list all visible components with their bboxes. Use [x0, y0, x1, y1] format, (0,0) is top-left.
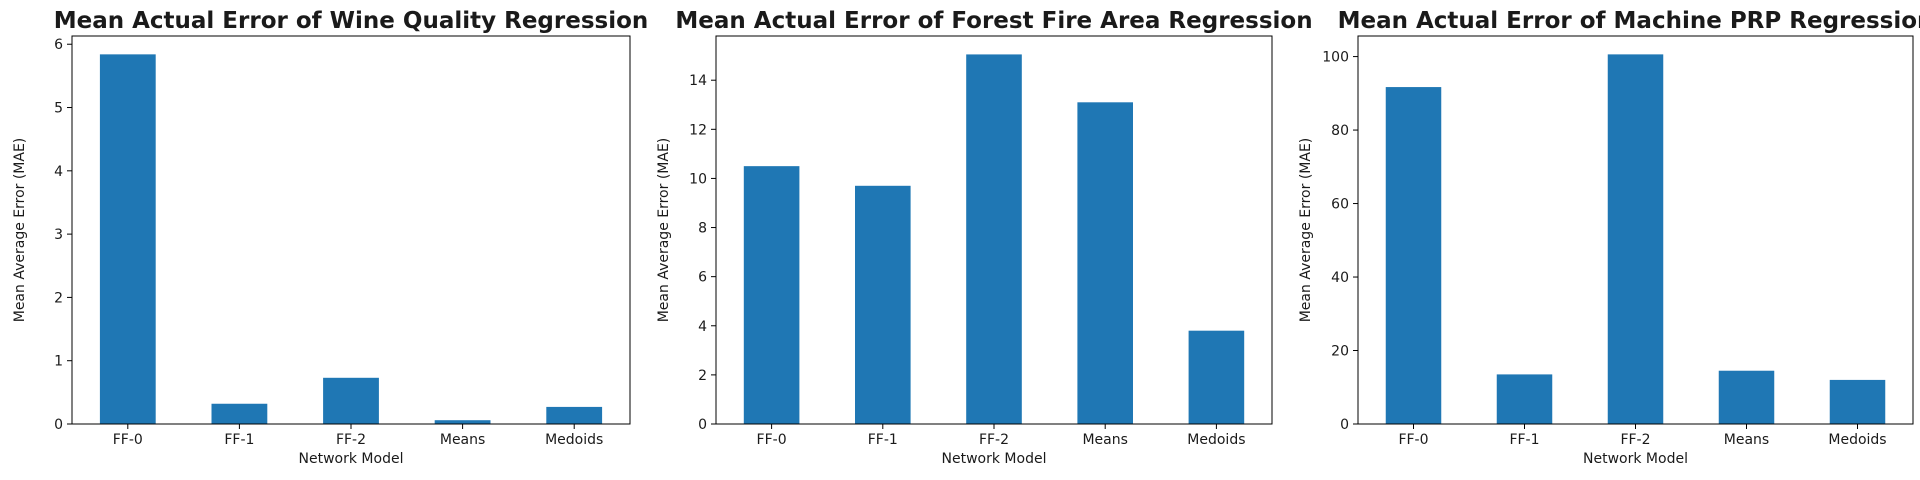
y-tick-label: 100	[1322, 50, 1349, 66]
x-axis-label: Network Model	[299, 451, 404, 467]
bar-ff-1	[855, 185, 911, 424]
x-tick-label: FF-1	[868, 432, 898, 448]
y-tick-label: 3	[54, 227, 63, 243]
x-tick-label: FF-0	[757, 432, 787, 448]
y-tick-label: 2	[54, 290, 63, 306]
y-tick-label: 4	[698, 319, 707, 335]
y-tick-label: 12	[689, 122, 707, 138]
bar-ff-2	[1607, 54, 1664, 424]
bar-medoids	[546, 406, 603, 424]
y-tick-label: 20	[1331, 344, 1349, 360]
x-tick-label: FF-0	[113, 432, 143, 448]
x-tick-label: FF-1	[224, 432, 254, 448]
y-axis-label: Mean Average Error (MAE)	[1298, 138, 1314, 323]
bar-means	[1077, 102, 1133, 424]
x-tick-label: Means	[440, 432, 485, 448]
y-axis-label: Mean Average Error (MAE)	[656, 138, 672, 323]
y-tick-label: 10	[689, 171, 707, 187]
x-tick-label: Medoids	[545, 432, 603, 448]
y-tick-label: 0	[698, 417, 707, 433]
bar-ff-0	[99, 54, 156, 425]
x-axis-label: Network Model	[942, 451, 1047, 467]
bar-ff-0	[743, 166, 800, 424]
x-tick-label: Means	[1724, 432, 1769, 448]
y-tick-label: 60	[1331, 197, 1349, 213]
bar-means	[434, 420, 491, 424]
x-tick-label: Means	[1082, 432, 1127, 448]
x-axis-label: Network Model	[1583, 451, 1688, 467]
chart-panel-2: Mean Actual Error of Forest Fire Area Re…	[656, 8, 1313, 467]
plot-frame	[1357, 35, 1914, 425]
bar-ff-2	[323, 377, 379, 424]
bar-ff-1	[211, 403, 268, 424]
chart-title: Mean Actual Error of Machine PRP Regress…	[1338, 8, 1920, 34]
chart-panel-3: Mean Actual Error of Machine PRP Regress…	[1298, 8, 1920, 467]
y-tick-label: 6	[698, 270, 707, 286]
y-tick-label: 6	[54, 37, 63, 53]
bar-ff-0	[1385, 87, 1442, 425]
chart-panel-1: Mean Actual Error of Wine Quality Regres…	[12, 8, 648, 467]
chart-title: Mean Actual Error of Wine Quality Regres…	[54, 8, 649, 34]
y-tick-label: 1	[54, 354, 63, 370]
x-tick-label: FF-2	[1620, 432, 1650, 448]
x-tick-label: Medoids	[1187, 432, 1245, 448]
x-tick-label: FF-2	[336, 432, 366, 448]
x-tick-label: FF-2	[979, 432, 1009, 448]
bar-means	[1718, 370, 1775, 424]
x-tick-label: Medoids	[1828, 432, 1886, 448]
y-tick-label: 0	[1340, 417, 1349, 433]
bar-ff-1	[1496, 374, 1553, 424]
y-tick-label: 2	[698, 368, 707, 384]
bar-medoids	[1188, 330, 1245, 424]
y-tick-label: 0	[54, 417, 63, 433]
chart-title: Mean Actual Error of Forest Fire Area Re…	[675, 8, 1312, 34]
y-tick-label: 8	[698, 221, 707, 237]
y-tick-label: 14	[689, 73, 707, 89]
y-tick-label: 4	[54, 164, 63, 180]
x-tick-label: FF-1	[1509, 432, 1539, 448]
y-axis-label: Mean Average Error (MAE)	[12, 138, 28, 323]
plot-frame	[715, 35, 1273, 425]
x-tick-label: FF-0	[1398, 432, 1428, 448]
plot-frame	[71, 35, 631, 425]
y-tick-label: 5	[54, 101, 63, 117]
y-tick-label: 40	[1331, 270, 1349, 286]
bar-ff-2	[966, 54, 1022, 424]
y-tick-label: 80	[1331, 123, 1349, 139]
bar-medoids	[1829, 379, 1886, 424]
